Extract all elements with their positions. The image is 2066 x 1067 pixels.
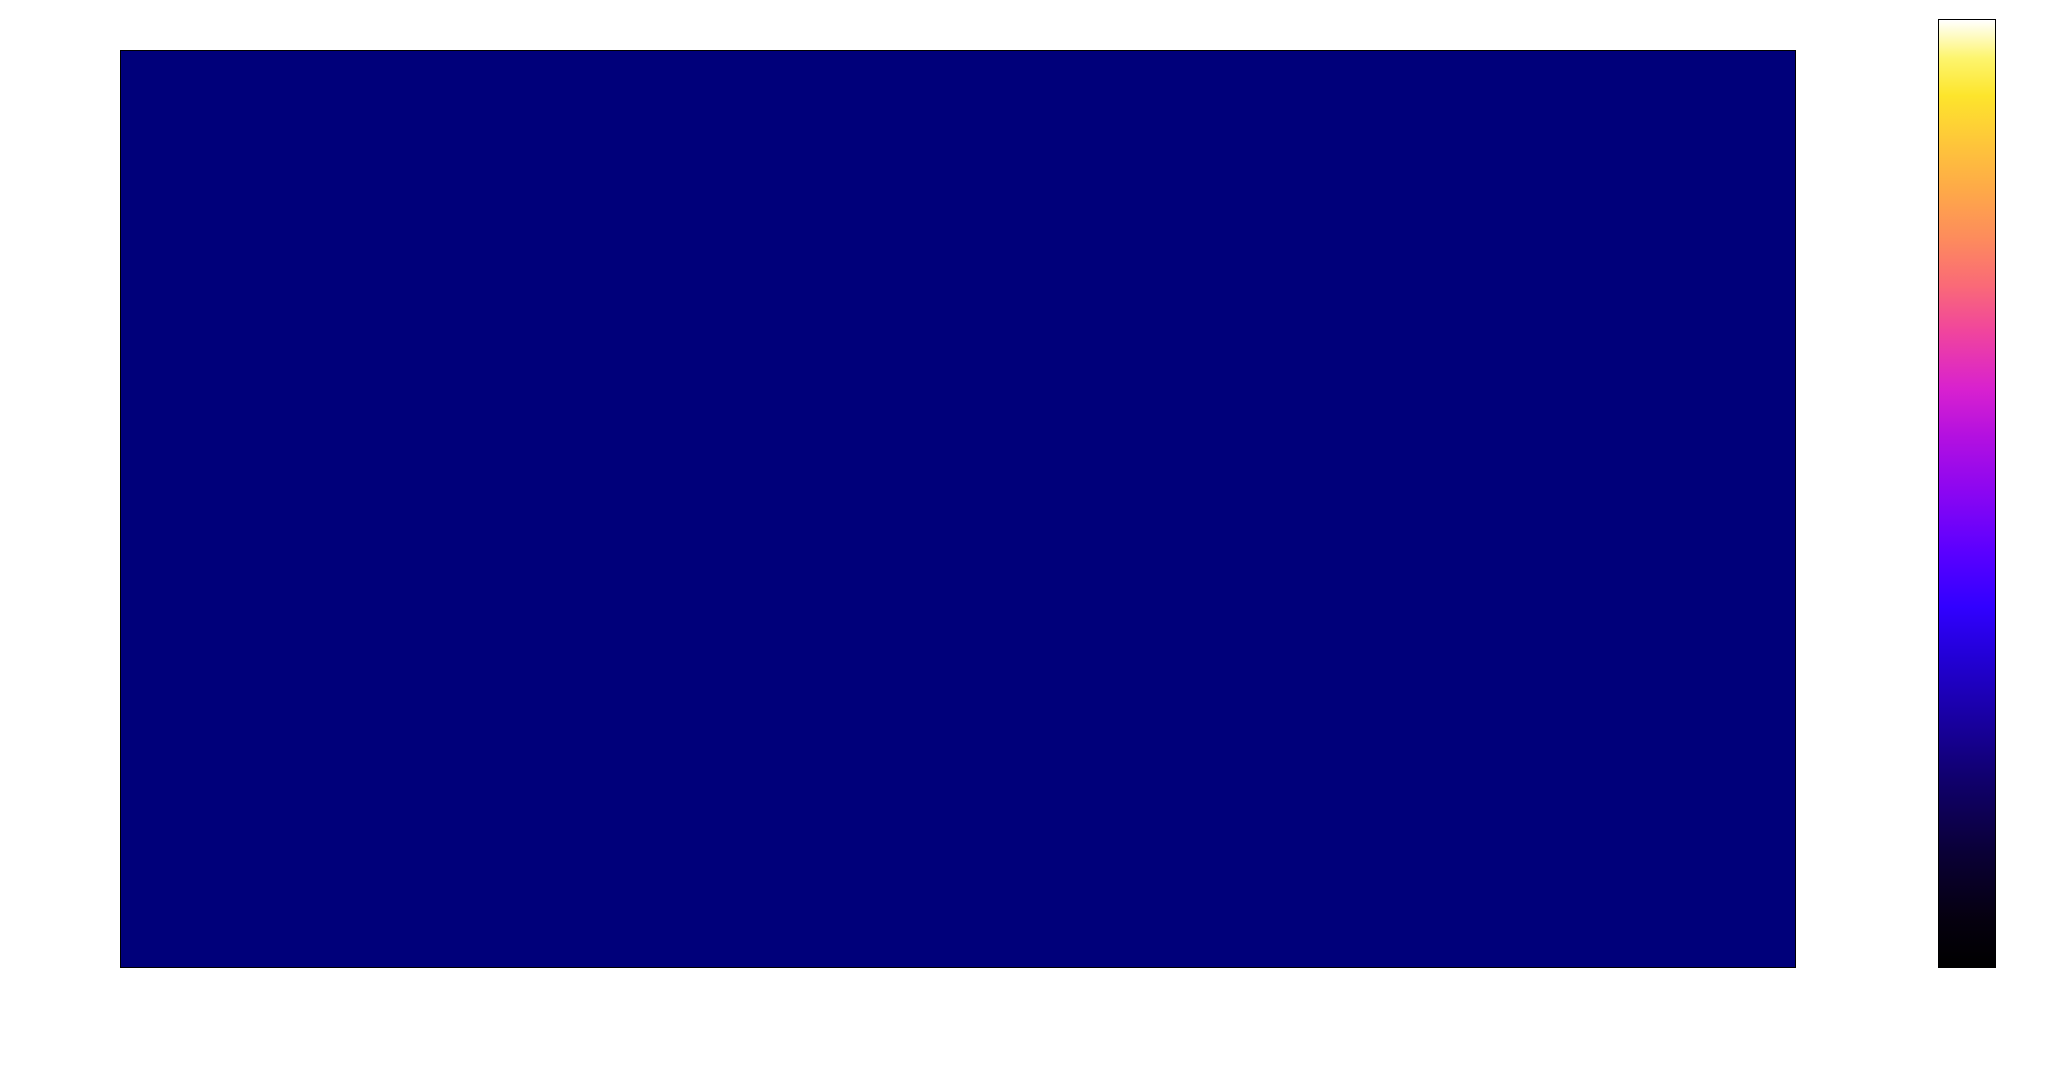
spectrogram-axes [120, 50, 1796, 968]
colorbar-gradient [1939, 20, 1995, 967]
colorbar [1938, 19, 1996, 968]
spectrogram-image [121, 51, 1795, 967]
